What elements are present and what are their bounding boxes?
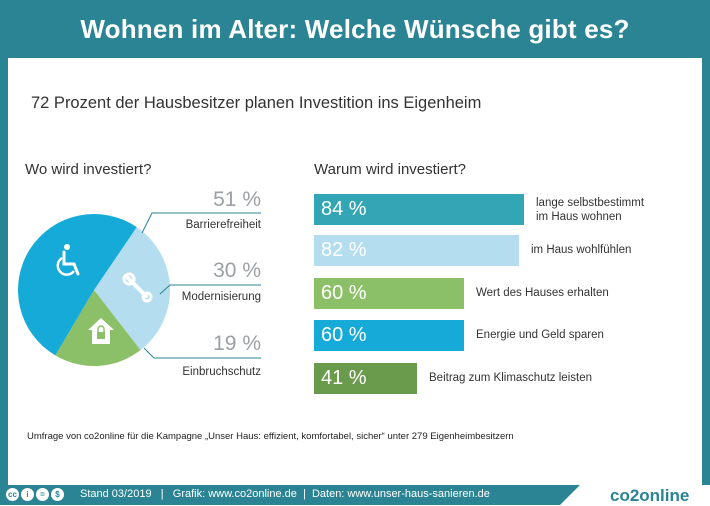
pie-category-label: Barrierefreiheit <box>185 219 261 231</box>
bar-value-label: 60 % <box>321 324 367 346</box>
bar: 84 % <box>314 194 524 225</box>
pie-slice-modernisierung <box>94 227 170 351</box>
bar-category-label-line: lange selbstbestimmt <box>536 197 645 209</box>
by-icon: i <box>21 488 34 501</box>
bar-value-label: 41 % <box>321 367 367 389</box>
nd-icon: = <box>36 488 49 501</box>
nc-icon: $ <box>51 488 64 501</box>
pie-value-label: 19 % <box>213 332 261 355</box>
pie-category-label: Einbruchschutz <box>182 366 261 378</box>
bar-category-label: Wert des Hauses erhalten <box>476 286 609 300</box>
bar: 41 % <box>314 363 417 394</box>
bar-category-label: Energie und Geld sparen <box>476 328 604 342</box>
subtitle: 72 Prozent der Hausbesitzer planen Inves… <box>31 94 482 112</box>
wheelchair-icon <box>56 244 80 276</box>
cc-icon: cc <box>6 488 19 501</box>
pie-chart <box>17 212 261 366</box>
bar-category-label-line: im Haus wohnen <box>536 211 622 223</box>
leader-line-barrierefreiheit <box>141 212 261 234</box>
bar: 60 % <box>314 320 464 351</box>
bar-chart-title: Warum wird investiert? <box>314 161 466 178</box>
bar: 60 % <box>314 278 464 309</box>
survey-note: Umfrage von co2online für die Kampagne „… <box>27 431 514 442</box>
bar-category-label: lange selbstbestimmt im Haus wohnen <box>536 196 644 224</box>
bar-category-label: Beitrag zum Klimaschutz leisten <box>429 371 592 385</box>
footer-text: Stand 03/2019 | Grafik: www.co2online.de… <box>80 488 490 500</box>
pie-value-label: 51 % <box>213 188 261 211</box>
house-lock-icon <box>88 318 114 344</box>
bar-category-label: im Haus wohlfühlen <box>531 243 631 257</box>
bar-value-label: 82 % <box>321 239 367 261</box>
bar-category-label-line: Energie und Geld sparen <box>476 329 604 341</box>
pie-category-label: Modernisierung <box>181 291 261 303</box>
pie-slice-barrierefreiheit <box>17 213 137 356</box>
footer-logo-area <box>560 485 710 505</box>
bar-value-label: 84 % <box>321 198 367 220</box>
bar-category-label-line: Wert des Hauses erhalten <box>476 287 609 299</box>
bar-category-label-line: Beitrag zum Klimaschutz leisten <box>429 372 592 384</box>
license-icons: cc i = $ <box>6 488 64 501</box>
footer: cc i = $ Stand 03/2019 | Grafik: www.co2… <box>0 485 710 505</box>
wrench-icon <box>122 272 153 303</box>
bar-category-label-line: im Haus wohlfühlen <box>531 244 632 256</box>
pie-chart-title: Wo wird investiert? <box>25 161 152 178</box>
bar-value-label: 60 % <box>321 282 367 304</box>
pie-value-label: 30 % <box>213 259 261 282</box>
bar: 82 % <box>314 235 519 266</box>
leader-line-modernisierung <box>159 284 261 295</box>
footer-band <box>0 485 580 505</box>
content-panel: 72 Prozent der Hausbesitzer planen Inves… <box>8 58 702 485</box>
infographic-title: Wohnen im Alter: Welche Wünsche gibt es? <box>80 13 630 44</box>
leader-line-einbruchschutz <box>143 347 261 359</box>
brand-logo: co2online <box>610 486 690 505</box>
